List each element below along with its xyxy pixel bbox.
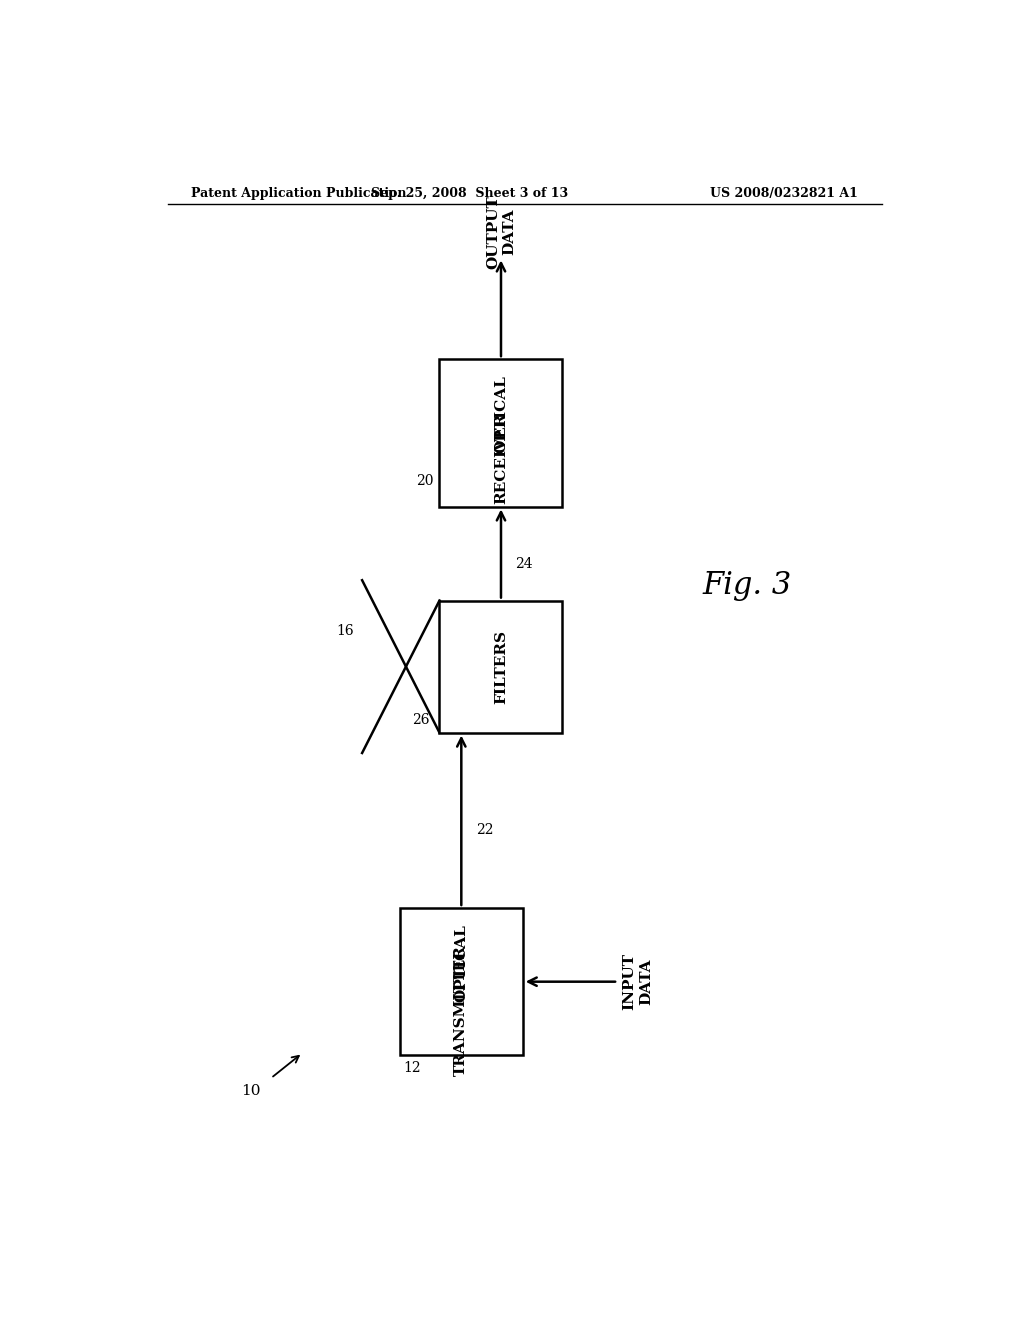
Text: Fig. 3: Fig. 3 <box>702 570 792 601</box>
Text: RECEIVER: RECEIVER <box>494 413 508 504</box>
Text: OPTICAL: OPTICAL <box>494 376 508 454</box>
Text: 10: 10 <box>242 1085 261 1098</box>
Text: INPUT
DATA: INPUT DATA <box>623 953 653 1010</box>
Bar <box>399 908 523 1056</box>
Text: 26: 26 <box>413 714 430 727</box>
Text: 24: 24 <box>515 557 532 570</box>
Bar <box>439 601 562 733</box>
Text: OUTPUT
DATA: OUTPUT DATA <box>486 195 516 269</box>
Text: Patent Application Publication: Patent Application Publication <box>191 187 407 201</box>
Text: 20: 20 <box>416 474 433 488</box>
Text: 22: 22 <box>475 824 494 837</box>
Text: 16: 16 <box>337 624 354 638</box>
Bar <box>439 359 562 507</box>
Text: OPTICAL: OPTICAL <box>455 924 468 1002</box>
Text: TRANSMITTER: TRANSMITTER <box>455 945 468 1076</box>
Text: US 2008/0232821 A1: US 2008/0232821 A1 <box>711 187 858 201</box>
Text: 12: 12 <box>403 1060 422 1074</box>
Text: Sep. 25, 2008  Sheet 3 of 13: Sep. 25, 2008 Sheet 3 of 13 <box>371 187 568 201</box>
Text: FILTERS: FILTERS <box>494 630 508 704</box>
